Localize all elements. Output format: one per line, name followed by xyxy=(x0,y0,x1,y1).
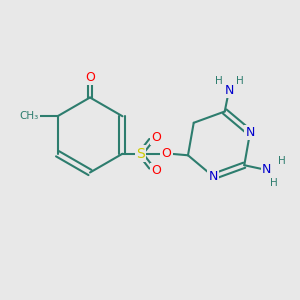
Text: N: N xyxy=(245,126,255,139)
Text: O: O xyxy=(162,147,172,160)
Text: N: N xyxy=(224,84,234,97)
Text: H: H xyxy=(215,76,223,85)
Text: N: N xyxy=(208,170,218,183)
Text: O: O xyxy=(151,131,161,144)
Text: CH₃: CH₃ xyxy=(20,111,39,121)
Text: H: H xyxy=(236,76,244,85)
Text: O: O xyxy=(151,164,161,177)
Text: N: N xyxy=(262,163,272,176)
Text: O: O xyxy=(85,71,95,84)
Text: S: S xyxy=(136,147,145,161)
Text: H: H xyxy=(270,178,278,188)
Text: H: H xyxy=(278,156,286,166)
